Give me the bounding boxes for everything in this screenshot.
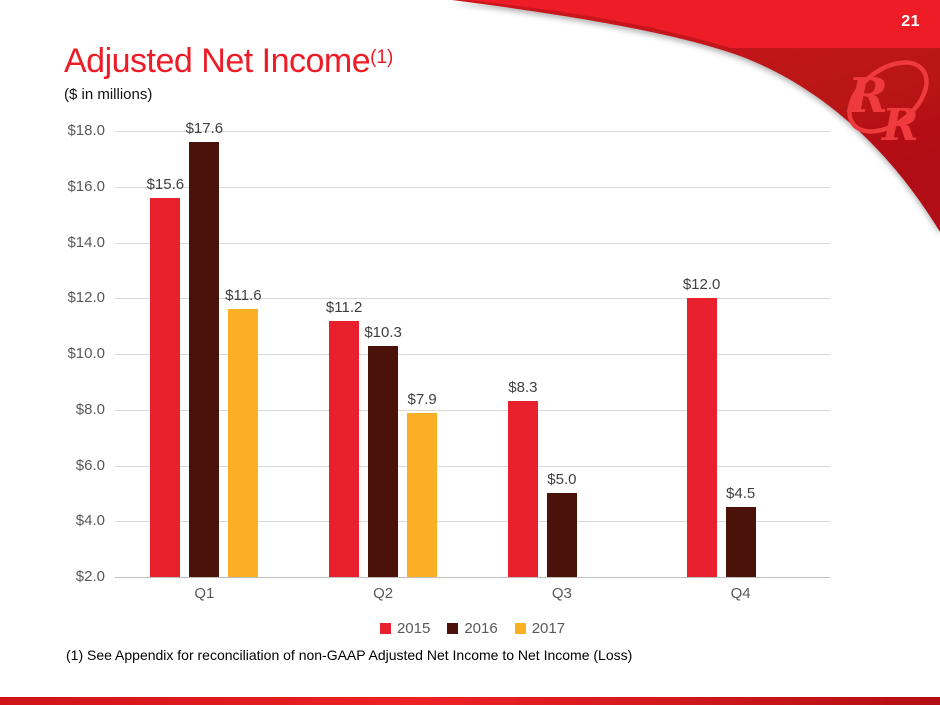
- y-gridline-4.0: [115, 521, 830, 523]
- x-axis-category-label-q3: Q3: [551, 585, 572, 602]
- bar-value-label-2015-q1: $15.6: [146, 175, 185, 193]
- y-gridline-12.0: [115, 298, 830, 300]
- bar-value-label-2016-q4: $4.5: [726, 485, 756, 503]
- x-axis-category-label-q1: Q1: [194, 585, 215, 602]
- y-axis-tick-label: $18.0: [67, 122, 105, 139]
- footnote: (1) See Appendix for reconciliation of n…: [66, 647, 633, 663]
- y-axis-tick-label: $6.0: [75, 456, 105, 474]
- y-gridline-6.0: [115, 465, 830, 467]
- y-axis-tick-label: $2.0: [75, 568, 105, 585]
- slide-subtitle: ($ in millions): [64, 85, 153, 103]
- x-axis-category-label-q4: Q4: [730, 585, 751, 602]
- bar-2016-q2: [368, 345, 399, 577]
- legend-swatch-2016: [447, 623, 459, 634]
- y-gridline-16.0: [115, 186, 830, 188]
- bar-2017-q1: [228, 309, 259, 577]
- bar-2016-q1: [189, 142, 220, 577]
- y-gridline-10.0: [115, 354, 830, 355]
- bar-2017-q2: [407, 412, 438, 577]
- bar-2015-q3: [507, 401, 538, 577]
- legend-item-2015: 2015: [379, 620, 431, 637]
- chart-legend: 2015 2016 2017: [115, 620, 830, 637]
- y-gridline-8.0: [115, 409, 830, 411]
- y-gridline-14.0: [115, 242, 830, 244]
- bar-value-label-2015-q4: $12.0: [682, 276, 721, 294]
- y-axis-tick-label: $14.0: [67, 233, 105, 251]
- legend-item-2016: 2016: [447, 620, 498, 637]
- title-block: Adjusted Net Income(1) ($ in millions): [64, 42, 394, 103]
- bar-value-label-2017-q1: $11.6: [225, 287, 262, 305]
- y-gridline-2.0: [115, 577, 830, 578]
- bar-value-label-2015-q3: $8.3: [508, 379, 538, 397]
- bar-2015-q1: [150, 197, 181, 577]
- legend-swatch-2015: [379, 623, 391, 634]
- bar-value-label-2016-q1: $17.6: [185, 120, 224, 138]
- bar-value-label-2016-q3: $5.0: [547, 471, 577, 489]
- y-axis-tick-label: $16.0: [67, 177, 105, 195]
- bar-value-label-2015-q2: $11.2: [325, 298, 363, 316]
- legend-item-2017: 2017: [514, 620, 566, 637]
- page-number: 21: [901, 13, 920, 30]
- legend-label-2017: 2017: [531, 620, 566, 637]
- y-axis-tick-label: $12.0: [67, 289, 105, 307]
- legend-swatch-2017: [514, 623, 526, 634]
- legend-label-2016: 2016: [464, 620, 498, 637]
- bar-2016-q4: [725, 507, 756, 577]
- slide-title: Adjusted Net Income(1): [64, 42, 394, 80]
- legend-label-2015: 2015: [396, 620, 431, 637]
- bar-2015-q2: [329, 320, 360, 577]
- bar-2015-q4: [686, 298, 717, 577]
- y-axis-tick-label: $10.0: [67, 345, 105, 362]
- bar-value-label-2017-q2: $7.9: [407, 390, 437, 408]
- y-axis-tick-label: $8.0: [75, 400, 105, 418]
- footer-red-bar: [0, 697, 940, 705]
- slide-title-footnote-ref: (1): [370, 47, 394, 68]
- bar-2016-q3: [546, 493, 577, 577]
- bar-value-label-2016-q2: $10.3: [364, 323, 402, 341]
- y-axis-tick-label: $4.0: [75, 512, 105, 530]
- slide-title-text: Adjusted Net Income: [64, 42, 371, 80]
- x-axis-category-label-q2: Q2: [373, 585, 394, 602]
